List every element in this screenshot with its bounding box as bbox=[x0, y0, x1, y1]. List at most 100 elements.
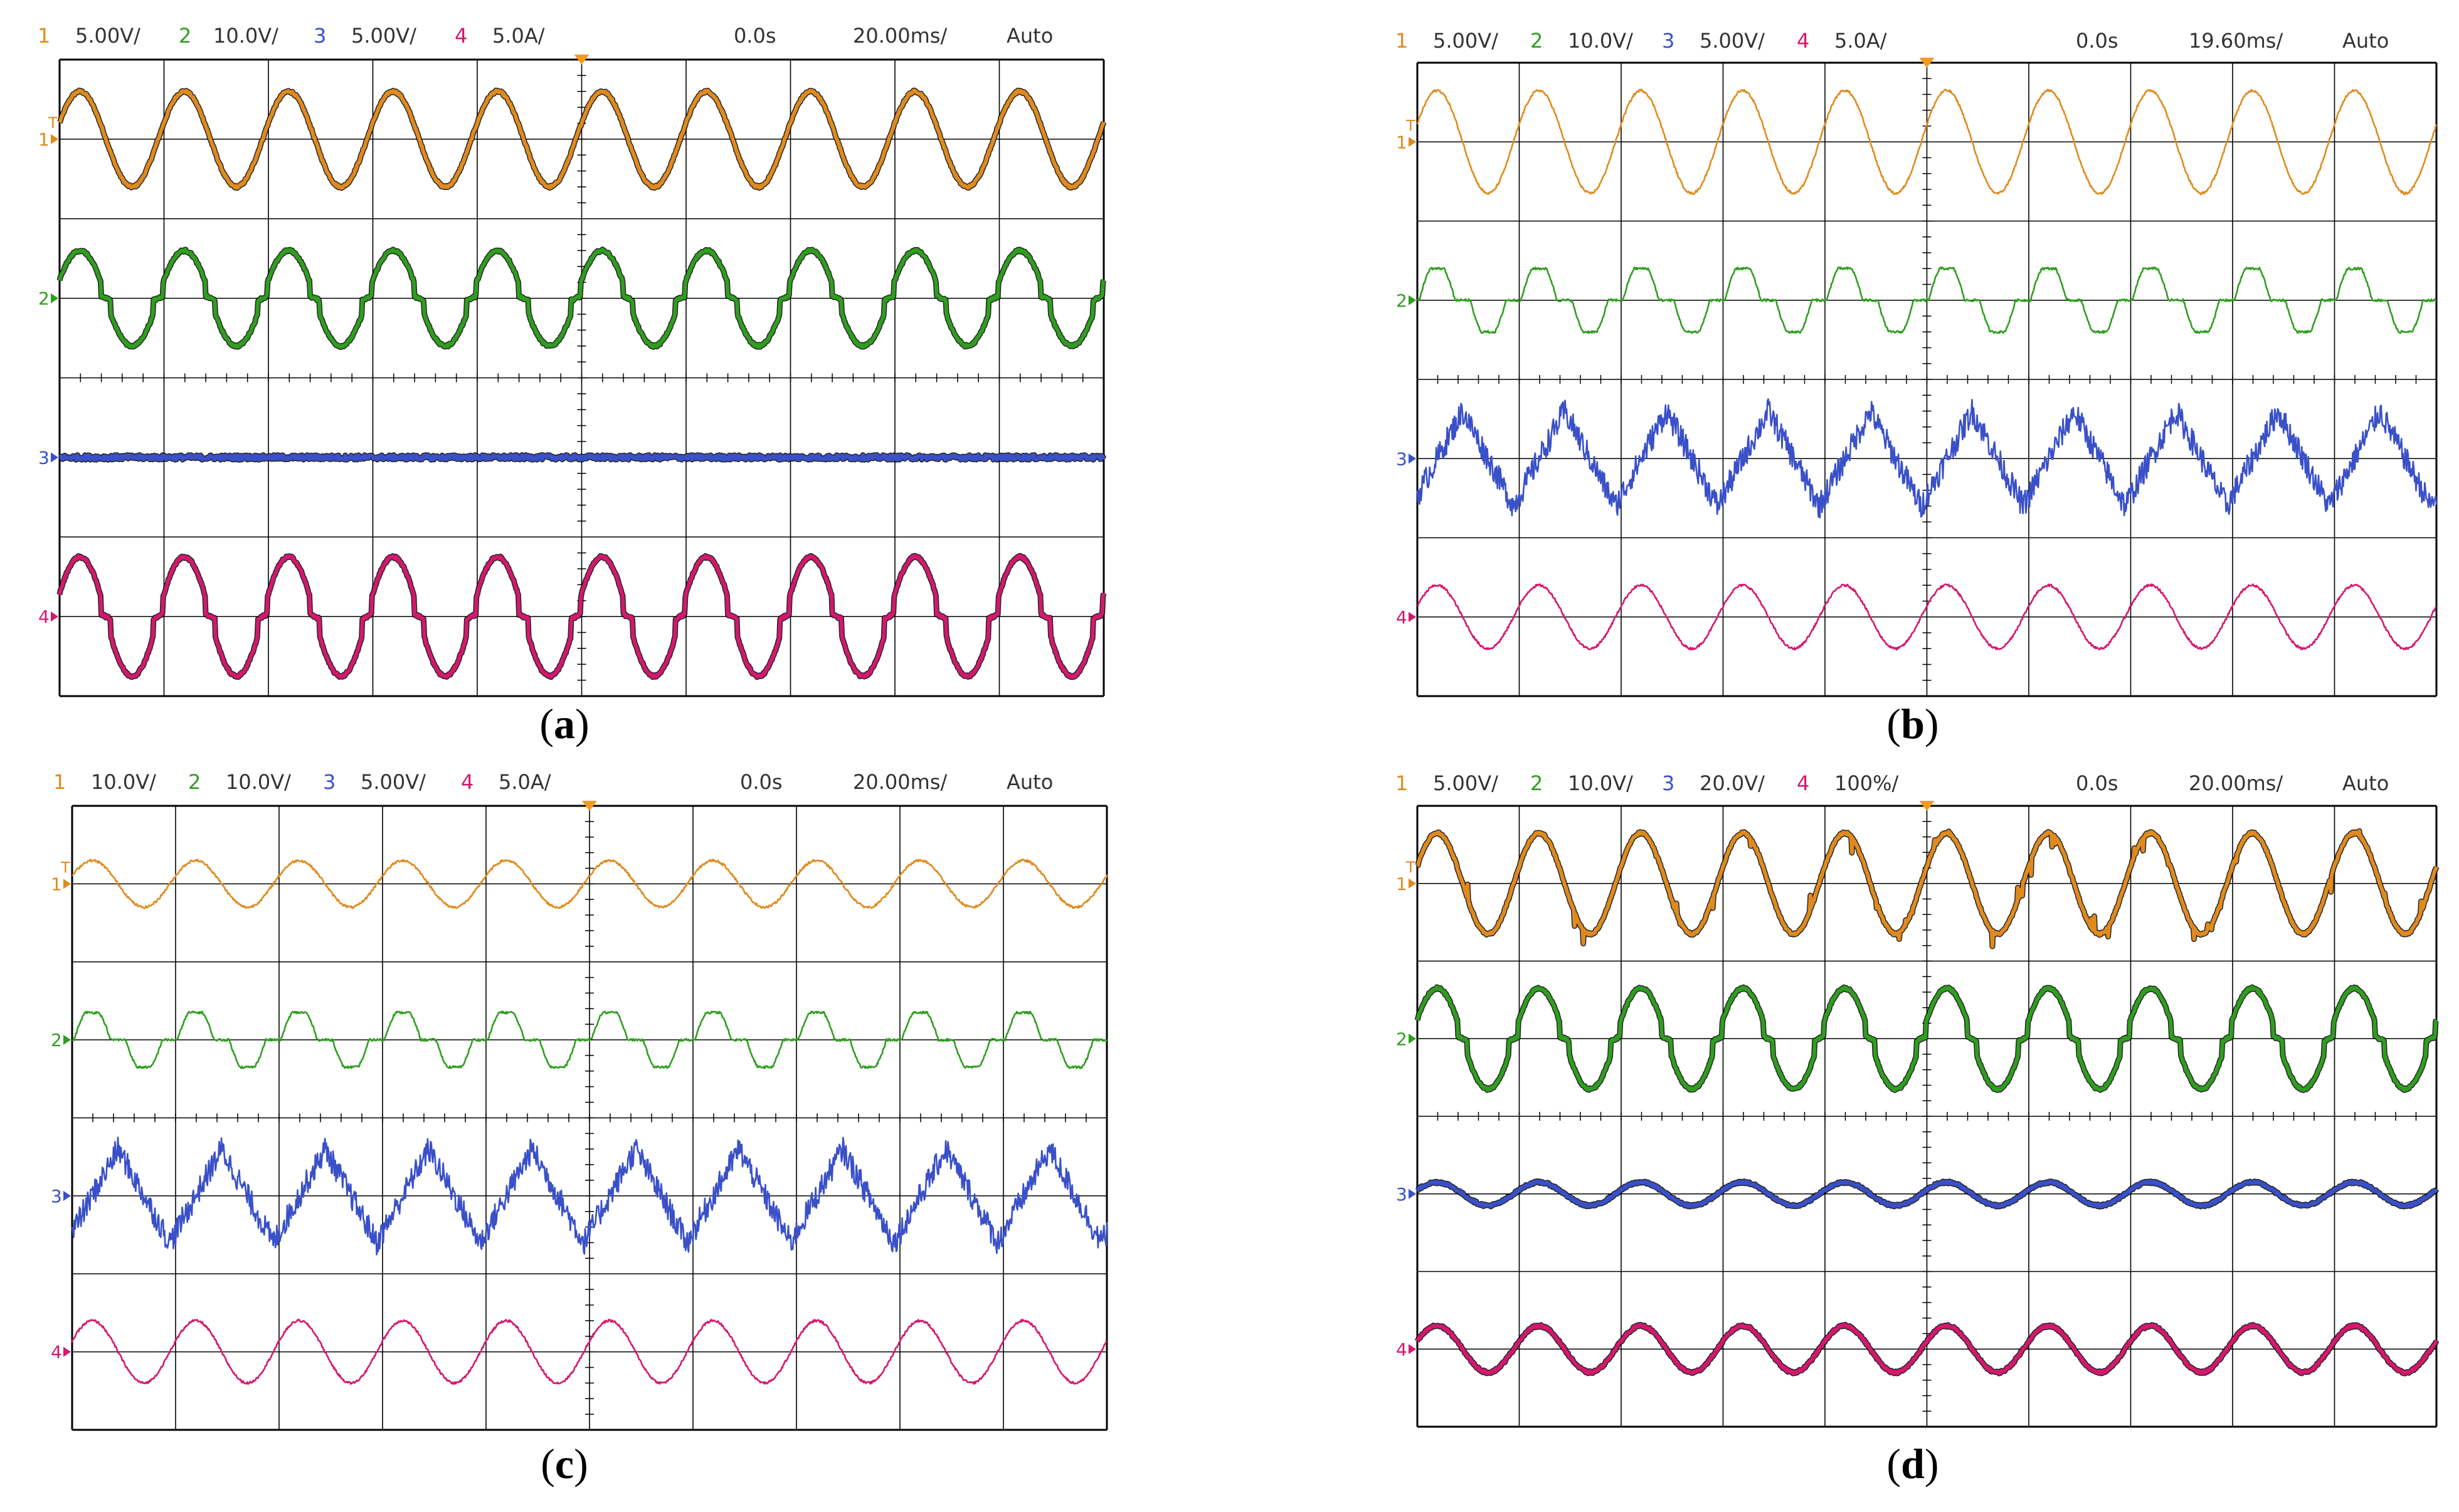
marker-arrow bbox=[1409, 1344, 1416, 1355]
ch2-scale: 10.0V/ bbox=[226, 770, 291, 794]
ch2-ground-marker: 2 bbox=[38, 288, 58, 309]
ch3-number: 3 bbox=[323, 770, 336, 794]
trigger-level-label: T bbox=[1405, 117, 1415, 134]
ch1-scale: 5.00V/ bbox=[1433, 29, 1498, 53]
ch1-marker-label: 1 bbox=[1396, 132, 1407, 152]
trace-ch4 bbox=[58, 554, 1106, 679]
marker-arrow bbox=[1409, 611, 1416, 622]
ch4-scale: 5.0A/ bbox=[499, 770, 551, 794]
trace-ch3 bbox=[71, 1136, 1108, 1256]
timebase-readout: 19.60ms/ bbox=[2189, 29, 2283, 53]
marker-arrow bbox=[63, 879, 71, 889]
ch2-ground-marker: 2 bbox=[1396, 290, 1416, 311]
scope-plot-a: 1 2 3 4 T bbox=[38, 55, 1107, 697]
marker-arrow bbox=[51, 452, 58, 463]
ch4-ground-marker: 4 bbox=[1396, 607, 1416, 628]
delay-readout: 0.0s bbox=[734, 24, 776, 48]
scope-screen-c: 1 2 3 4 T bbox=[51, 801, 1108, 1431]
scope-header-d: 1 5.00V/ 2 10.0V/ 3 20.0V/ 4 100%/ 0.0s … bbox=[1395, 766, 2449, 804]
marker-arrow bbox=[1409, 1188, 1416, 1199]
caption-c: (c) bbox=[541, 1440, 588, 1488]
ch3-scale: 5.00V/ bbox=[1700, 29, 1765, 53]
ch1-scale: 5.00V/ bbox=[1433, 771, 1498, 795]
marker-arrow bbox=[51, 134, 58, 144]
trigger-level-label: T bbox=[1405, 859, 1415, 876]
ch4-number: 4 bbox=[461, 770, 474, 794]
ch3-number: 3 bbox=[1662, 29, 1675, 53]
trace-ch2 bbox=[1415, 985, 2438, 1092]
ch4-number: 4 bbox=[1797, 29, 1810, 53]
ch4-ground-marker: 4 bbox=[1396, 1339, 1416, 1360]
ch2-number: 2 bbox=[179, 24, 192, 48]
trace-ch4 bbox=[1415, 1323, 2438, 1376]
ch2-ground-marker: 2 bbox=[51, 1030, 71, 1050]
trace-ch3 bbox=[1416, 1179, 2438, 1209]
ch3-ground-marker: 3 bbox=[51, 1186, 71, 1207]
timebase-readout: 20.00ms/ bbox=[853, 770, 948, 794]
ch2-scale: 10.0V/ bbox=[213, 24, 278, 48]
trigger-delay-marker bbox=[1919, 801, 1935, 811]
ch2-ground-marker: 2 bbox=[1396, 1028, 1416, 1049]
delay-readout: 0.0s bbox=[2076, 29, 2118, 53]
scope-screen-a: 1 2 3 4 T bbox=[38, 55, 1107, 697]
ch4-marker-label: 4 bbox=[1396, 607, 1407, 628]
caption-a: (a) bbox=[539, 700, 590, 748]
ch3-marker-label: 3 bbox=[1396, 1184, 1407, 1205]
trace-ch4 bbox=[71, 1318, 1108, 1385]
caption-d: (d) bbox=[1886, 1440, 1939, 1488]
marker-arrow bbox=[1409, 137, 1416, 147]
timebase-readout: 20.00ms/ bbox=[853, 24, 948, 48]
ch4-number: 4 bbox=[455, 24, 468, 48]
ch2-number: 2 bbox=[188, 770, 201, 794]
ch1-ground-marker: 1 bbox=[38, 129, 58, 150]
ch4-marker-label: 4 bbox=[51, 1342, 62, 1363]
scope-plot-c: 1 2 3 4 T bbox=[51, 801, 1108, 1431]
scope-header-c: 1 10.0V/ 2 10.0V/ 3 5.00V/ 4 5.0A/ 0.0s … bbox=[53, 765, 1119, 803]
ch3-scale: 5.00V/ bbox=[351, 24, 416, 48]
marker-arrow bbox=[51, 611, 58, 622]
ch4-number: 4 bbox=[1797, 771, 1810, 795]
ch1-ground-marker: 1 bbox=[1396, 132, 1416, 152]
scope-plot-b: 1 2 3 4 T bbox=[1396, 58, 2438, 697]
ch2-marker-label: 2 bbox=[1396, 290, 1407, 311]
ch3-number: 3 bbox=[314, 24, 327, 48]
trace-ch2 bbox=[1416, 267, 2437, 334]
ch3-marker-label: 3 bbox=[1396, 448, 1407, 469]
ch1-number: 1 bbox=[1395, 29, 1409, 53]
delay-readout: 0.0s bbox=[2076, 771, 2118, 795]
ch1-number: 1 bbox=[1395, 771, 1409, 795]
ch4-scale: 100%/ bbox=[1834, 771, 1899, 795]
scope-plot-d: 1 2 3 4 T bbox=[1396, 801, 2440, 1428]
ch3-scale: 20.0V/ bbox=[1700, 771, 1765, 795]
ch3-marker-label: 3 bbox=[38, 447, 50, 468]
marker-arrow bbox=[63, 1035, 71, 1045]
trace-ch4 bbox=[1417, 583, 2437, 651]
trigger-delay-marker bbox=[574, 55, 590, 65]
ch4-ground-marker: 4 bbox=[38, 606, 58, 627]
ch3-ground-marker: 3 bbox=[38, 447, 58, 468]
marker-arrow bbox=[63, 1346, 71, 1357]
ch3-scale: 5.00V/ bbox=[361, 770, 426, 794]
trace-ch2 bbox=[58, 247, 1106, 349]
marker-arrow bbox=[63, 1190, 71, 1201]
ch1-number: 1 bbox=[38, 24, 51, 48]
marker-arrow bbox=[1409, 295, 1416, 305]
trigger-mode: Auto bbox=[2342, 771, 2389, 795]
ch4-scale: 5.0A/ bbox=[1834, 29, 1887, 53]
trigger-mode: Auto bbox=[1007, 24, 1054, 48]
ch1-marker-label: 1 bbox=[38, 129, 50, 150]
marker-arrow bbox=[1409, 878, 1416, 889]
ch3-number: 3 bbox=[1662, 771, 1675, 795]
ch3-ground-marker: 3 bbox=[1396, 448, 1416, 469]
ch2-marker-label: 2 bbox=[38, 288, 50, 309]
trace-ch2 bbox=[71, 1010, 1108, 1069]
scope-header-a: 1 5.00V/ 2 10.0V/ 3 5.00V/ 4 5.0A/ 0.0s … bbox=[38, 19, 1116, 56]
graticule bbox=[1416, 805, 2438, 1428]
scope-screen-b: 1 2 3 4 T bbox=[1396, 58, 2438, 697]
ch4-scale: 5.0A/ bbox=[492, 24, 545, 48]
ch1-ground-marker: 1 bbox=[51, 874, 71, 894]
ch2-marker-label: 2 bbox=[51, 1030, 62, 1050]
ch4-ground-marker: 4 bbox=[51, 1342, 71, 1363]
trace-ch3 bbox=[58, 453, 1106, 462]
timebase-readout: 20.00ms/ bbox=[2189, 771, 2283, 795]
